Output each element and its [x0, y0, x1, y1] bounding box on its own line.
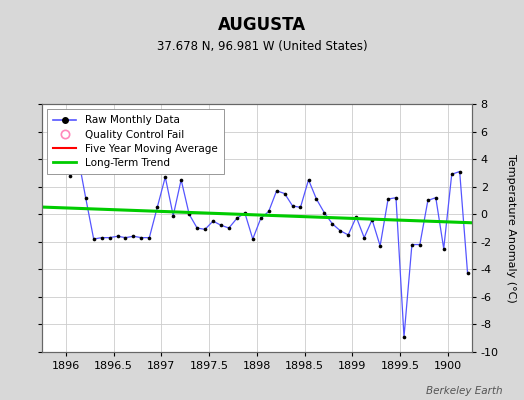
Point — [336, 228, 344, 234]
Point — [193, 225, 201, 231]
Point — [97, 234, 106, 241]
Point — [177, 176, 185, 183]
Point — [360, 234, 368, 241]
Text: 37.678 N, 96.981 W (United States): 37.678 N, 96.981 W (United States) — [157, 40, 367, 53]
Point — [455, 168, 464, 175]
Point — [257, 215, 265, 222]
Point — [392, 194, 400, 201]
Point — [344, 232, 353, 238]
Point — [105, 234, 114, 241]
Point — [384, 196, 392, 202]
Point — [432, 194, 440, 201]
Legend: Raw Monthly Data, Quality Control Fail, Five Year Moving Average, Long-Term Tren: Raw Monthly Data, Quality Control Fail, … — [47, 109, 224, 174]
Point — [424, 197, 432, 204]
Text: AUGUSTA: AUGUSTA — [218, 16, 306, 34]
Point — [248, 236, 257, 242]
Point — [328, 221, 336, 227]
Point — [241, 210, 249, 216]
Point — [463, 270, 472, 277]
Point — [400, 334, 408, 340]
Point — [440, 246, 448, 252]
Text: Berkeley Earth: Berkeley Earth — [427, 386, 503, 396]
Point — [368, 216, 376, 223]
Y-axis label: Temperature Anomaly (°C): Temperature Anomaly (°C) — [506, 154, 516, 302]
Point — [217, 222, 225, 228]
Point — [280, 190, 289, 197]
Point — [447, 171, 456, 178]
Point — [137, 234, 146, 241]
Point — [408, 241, 416, 248]
Point — [209, 218, 217, 224]
Point — [304, 176, 313, 183]
Point — [129, 233, 138, 240]
Point — [73, 152, 82, 158]
Point — [201, 226, 209, 232]
Point — [320, 210, 329, 216]
Point — [376, 243, 384, 249]
Point — [272, 188, 281, 194]
Point — [81, 194, 90, 201]
Point — [288, 203, 297, 209]
Point — [233, 215, 241, 222]
Point — [113, 233, 122, 240]
Point — [352, 214, 361, 220]
Point — [416, 241, 424, 248]
Point — [153, 204, 161, 210]
Point — [265, 208, 273, 215]
Point — [296, 204, 304, 210]
Point — [312, 196, 321, 202]
Point — [145, 234, 154, 241]
Point — [66, 172, 74, 179]
Point — [90, 236, 98, 242]
Point — [121, 234, 129, 241]
Point — [185, 211, 193, 218]
Point — [225, 225, 233, 231]
Point — [169, 212, 178, 219]
Point — [161, 174, 169, 180]
